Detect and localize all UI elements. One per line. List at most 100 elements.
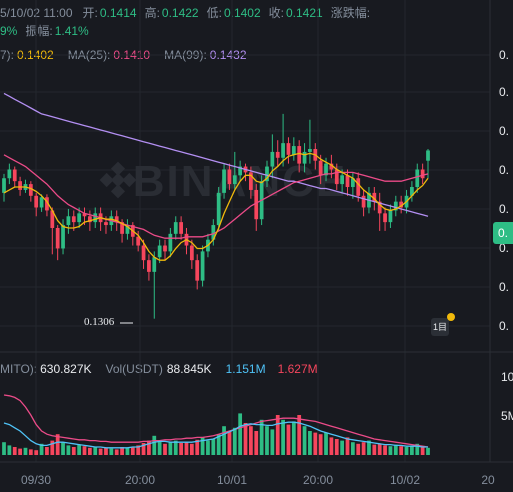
candle-body (173, 222, 178, 234)
row2-1: 振幅: (25, 24, 53, 38)
candle-body (420, 169, 425, 179)
volume-bar (195, 439, 200, 455)
volume-bar (291, 421, 296, 455)
candle-body (291, 146, 296, 155)
price-axis-tick: 0. (499, 202, 509, 216)
ma99-line (3, 92, 429, 217)
volume-bar (393, 444, 398, 455)
candle-body (410, 187, 414, 196)
volume-bar (243, 423, 248, 455)
price-axis-tick: 0. (499, 163, 509, 177)
notes-icon[interactable]: 1目 (431, 318, 449, 336)
row2-2: 1.41% (54, 24, 89, 38)
row1-8: 0.1421 (286, 6, 323, 20)
volume-bar (275, 415, 280, 455)
volume-bar (227, 431, 232, 455)
volume-bar (350, 442, 355, 455)
candle-body (222, 169, 226, 193)
candle-body (350, 178, 355, 188)
candle-body (77, 213, 82, 223)
price-axis-tick: 0. (499, 124, 509, 138)
volume-bar (18, 448, 22, 455)
volume-bar (23, 447, 28, 455)
candle-body (114, 216, 119, 223)
row2-0: 9% (0, 24, 18, 38)
candle-body (211, 225, 216, 240)
volume-bar (270, 429, 275, 455)
candle-body (270, 151, 275, 167)
volume-bar (265, 426, 269, 455)
candle-body (61, 225, 65, 249)
volume-ma-line-a (3, 394, 429, 448)
row1-7: 收: (268, 6, 284, 20)
candle-body (104, 222, 108, 226)
volume-bar (157, 440, 162, 455)
volume-bar (71, 447, 76, 455)
volume-bar (259, 419, 264, 455)
candle-body (147, 260, 151, 272)
volume-bar (410, 445, 414, 455)
candle-body (329, 163, 334, 170)
candle-body (28, 184, 33, 196)
candle-body (93, 213, 98, 223)
candle-body (227, 169, 232, 185)
volume-bar (12, 447, 17, 455)
candle-body (254, 189, 259, 220)
change-info-row: 9% 振幅: 1.41% (0, 22, 91, 39)
candle-body (324, 163, 328, 176)
time-axis-tick: 20 (481, 473, 495, 487)
row1-6: 0.1402 (223, 6, 261, 20)
volume-bar (286, 424, 291, 455)
candle-body (340, 175, 345, 185)
candle-body (383, 213, 387, 223)
candle-body (50, 210, 55, 228)
volume-bar (334, 439, 339, 455)
volume-bar (249, 426, 253, 455)
volume-bar (313, 432, 318, 455)
volume-bar (211, 439, 216, 455)
volume-bar (147, 440, 151, 455)
candle-body (12, 169, 17, 182)
candle-body (393, 201, 398, 211)
volume-bar (87, 447, 92, 455)
volume-bar (189, 443, 194, 455)
time-axis-tick: 20:00 (303, 473, 333, 487)
candle-body (232, 175, 237, 185)
volume-ma-line-b (3, 421, 428, 449)
candle-body (82, 213, 87, 217)
price-axis-tick: 0. (499, 319, 509, 333)
volume-bar (179, 443, 183, 455)
candle-body (265, 166, 269, 182)
vol_row-5: 1.627M (277, 362, 318, 376)
candle-body (136, 236, 141, 246)
volume-bar (206, 440, 210, 455)
volume-bar (377, 443, 382, 455)
candle-body (87, 216, 92, 223)
price-axis-tick: 0. (499, 280, 509, 294)
candle-body (18, 181, 22, 190)
current-price-tag: 0. (493, 222, 513, 244)
candle-body (361, 195, 366, 208)
volume-bar (361, 442, 366, 455)
time-axis-tick: 10/02 (390, 473, 420, 487)
candle-body (66, 216, 71, 226)
volume-bar (329, 437, 334, 455)
volume-bar (388, 446, 393, 455)
row1-2: 0.1414 (99, 6, 137, 20)
candle-body (189, 245, 194, 261)
candle-body (7, 169, 12, 179)
candle-body (157, 245, 162, 258)
candle-body (388, 210, 393, 223)
volume-bar (163, 443, 167, 455)
volume-bar (130, 447, 135, 455)
candle-body (163, 245, 167, 252)
volume-bar (302, 426, 307, 455)
volume-bar (356, 443, 361, 455)
candle-body (141, 245, 146, 261)
volume-bar (415, 443, 420, 455)
volume-bar (114, 449, 119, 455)
candle-body (302, 151, 307, 164)
volume-bar (93, 447, 98, 455)
volume-bar (420, 447, 425, 455)
